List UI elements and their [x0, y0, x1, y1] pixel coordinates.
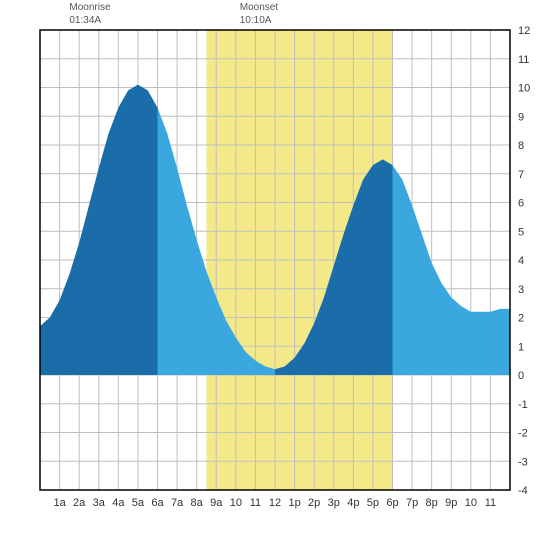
x-axis-label: 3a [93, 497, 106, 509]
y-axis-label: 1 [518, 341, 524, 353]
chart-svg: -4-3-2-101234567891011121a2a3a4a5a6a7a8a… [0, 0, 550, 550]
x-axis-label: 11 [485, 497, 496, 509]
x-axis-label: 1a [53, 497, 66, 509]
moonrise-time: 01:34A [69, 15, 110, 28]
y-axis-label: -4 [518, 485, 528, 497]
moonset-time: 10:10A [240, 15, 278, 28]
x-axis-label: 2p [308, 497, 320, 509]
x-axis-label: 12 [269, 497, 281, 509]
y-axis-label: 8 [518, 140, 524, 152]
x-axis-label: 3p [328, 497, 340, 509]
y-axis-label: -3 [518, 456, 528, 468]
x-axis-label: 5p [367, 497, 379, 509]
y-axis-label: 9 [518, 111, 524, 123]
moonset-label: Moonset [240, 2, 278, 15]
x-axis-label: 1p [288, 497, 300, 509]
x-axis-label: 4a [112, 497, 125, 509]
y-axis-label: 6 [518, 198, 524, 210]
x-axis-label: 11 [250, 497, 261, 509]
x-axis-label: 4p [347, 497, 359, 509]
y-axis-label: 2 [518, 313, 524, 325]
moonset-header: Moonset 10:10A [240, 2, 278, 27]
x-axis-label: 8a [191, 497, 204, 509]
y-axis-label: 0 [518, 370, 524, 382]
y-axis-label: 4 [518, 255, 524, 267]
x-axis-label: 9a [210, 497, 223, 509]
x-axis-label: 6a [151, 497, 164, 509]
x-axis-label: 7p [406, 497, 418, 509]
y-axis-label: 5 [518, 226, 524, 238]
y-axis-label: -2 [518, 428, 528, 440]
y-axis-label: 12 [518, 25, 530, 37]
y-axis-label: -1 [518, 399, 528, 411]
x-axis-label: 10 [230, 497, 242, 509]
x-axis-label: 6p [386, 497, 398, 509]
x-axis-label: 10 [465, 497, 477, 509]
tide-chart: Moonrise 01:34A Moonset 10:10A -4 -3 -2 -1 0… [0, 0, 550, 550]
y-axis-label: 3 [518, 284, 524, 296]
y-axis-label: 11 [518, 54, 529, 66]
x-axis-label: 9p [445, 497, 457, 509]
y-axis-label: 10 [518, 83, 530, 95]
x-axis-label: 2a [73, 497, 86, 509]
y-axis-label: 7 [518, 169, 524, 181]
x-axis-label: 5a [132, 497, 145, 509]
moonrise-label: Moonrise [69, 2, 110, 15]
moonrise-header: Moonrise 01:34A [69, 2, 110, 27]
x-axis-label: 8p [426, 497, 438, 509]
x-axis-label: 7a [171, 497, 184, 509]
